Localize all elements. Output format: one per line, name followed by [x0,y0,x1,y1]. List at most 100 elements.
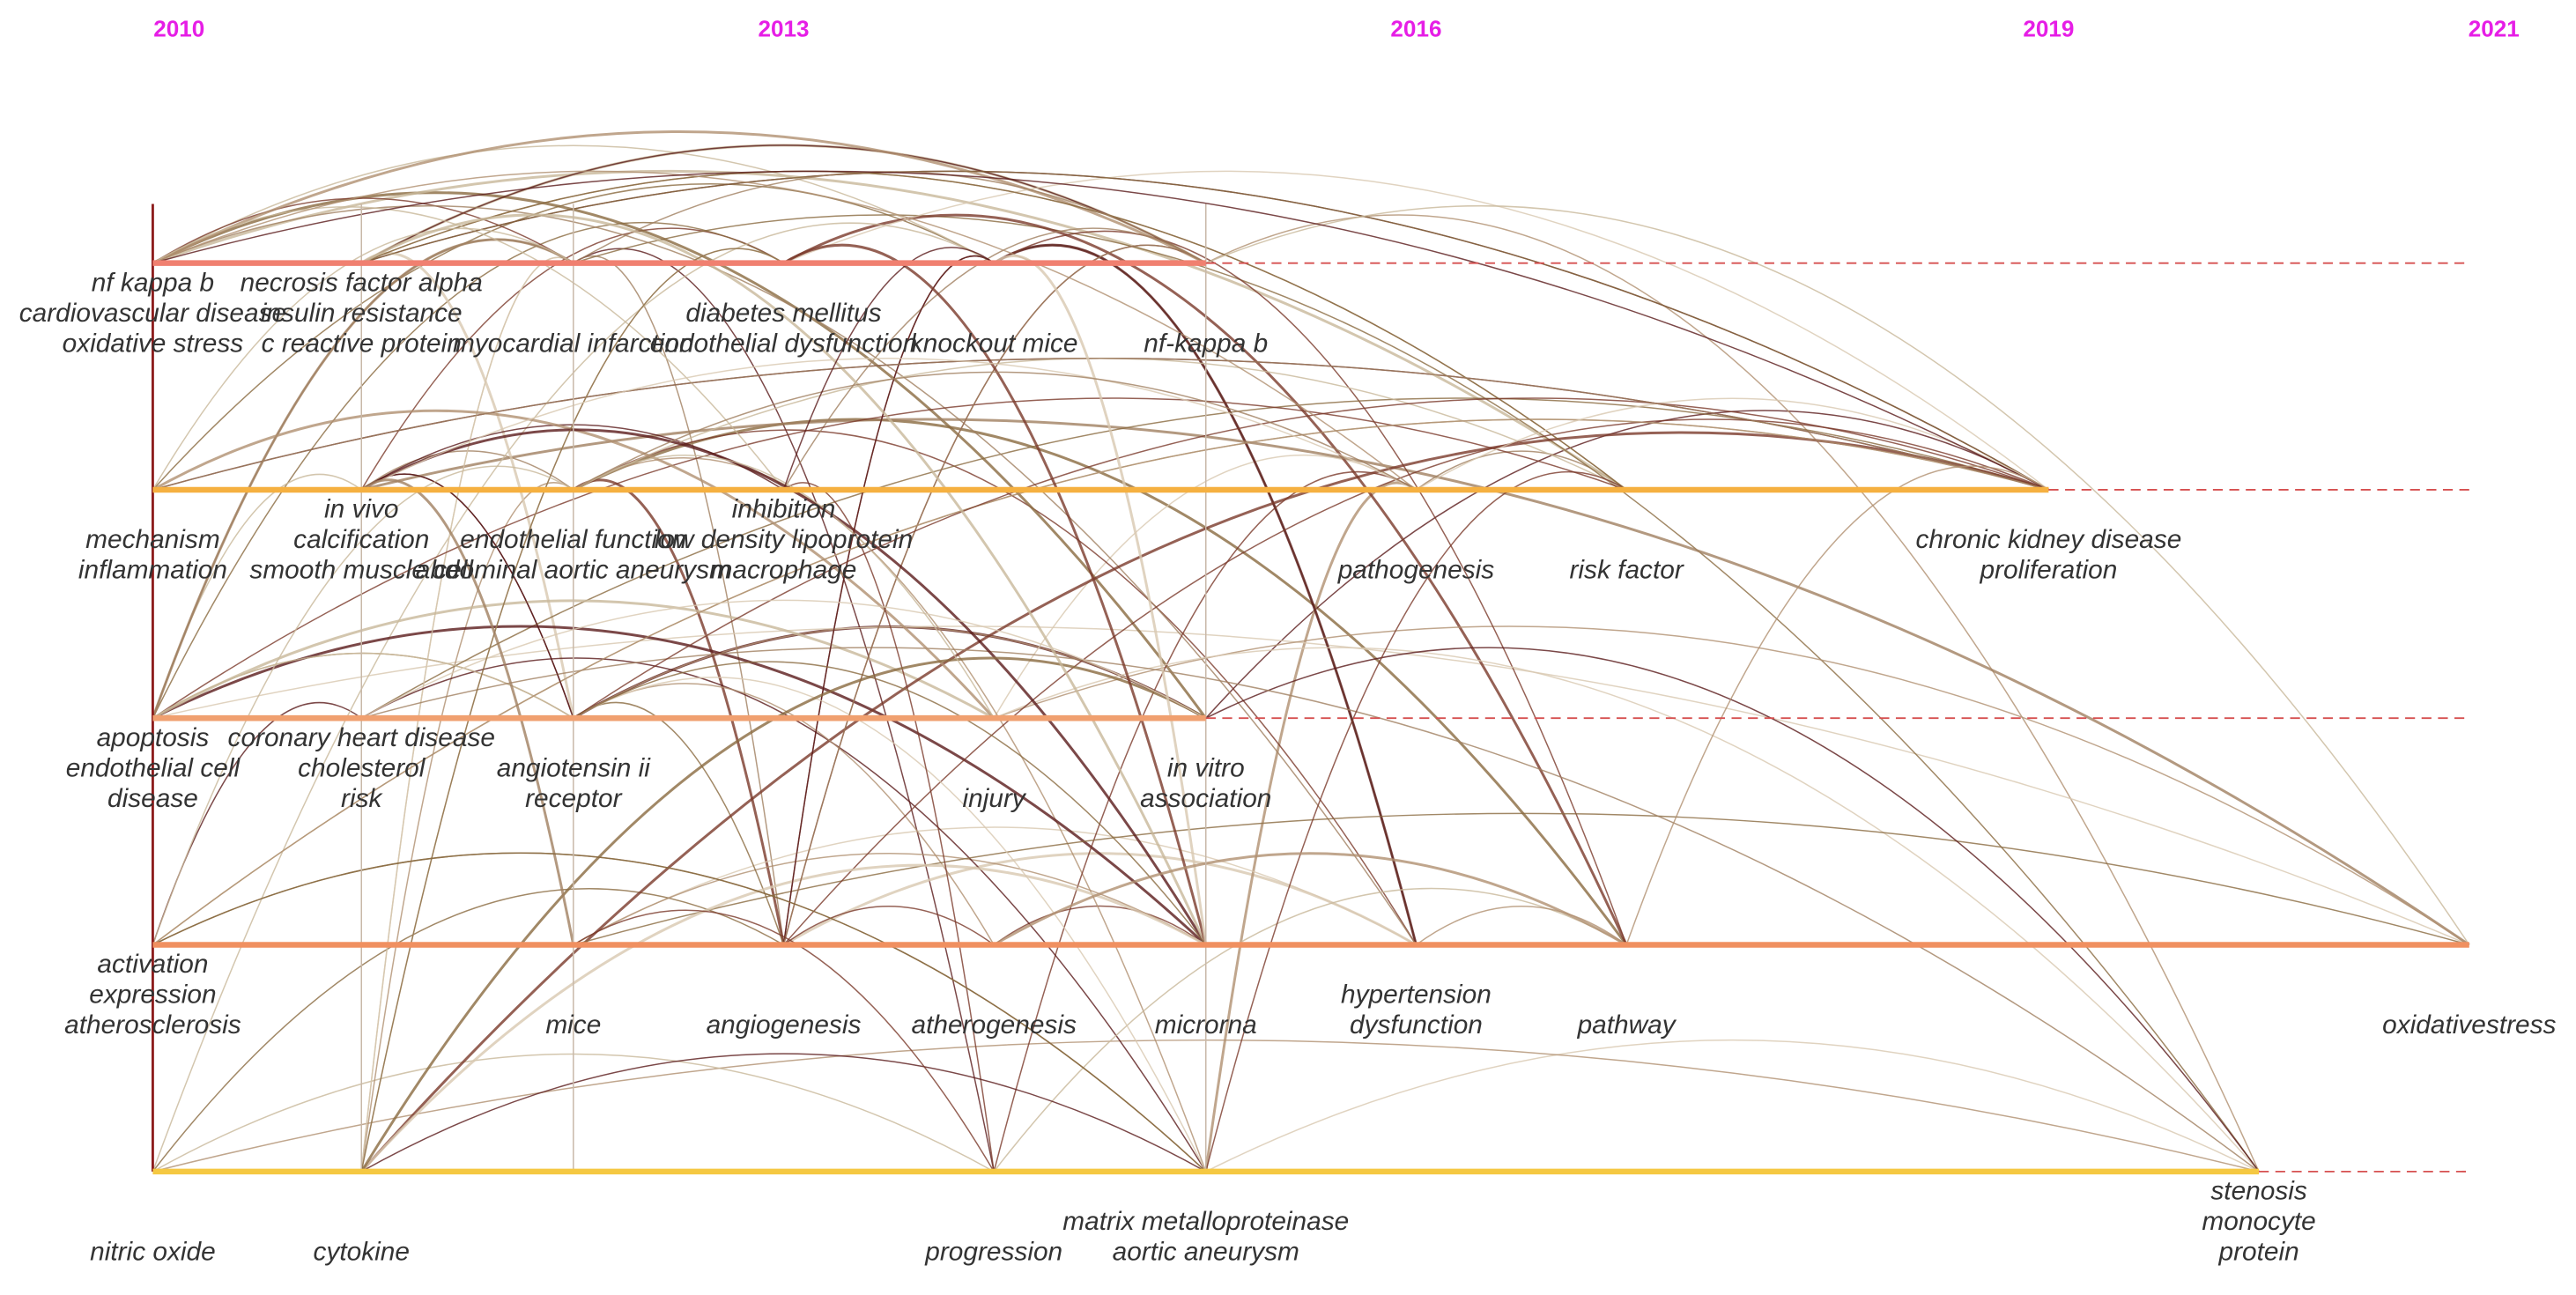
arc [361,647,2260,1173]
arc [993,905,1207,946]
arc [573,214,2260,1173]
keyword: cholesterol [298,753,426,782]
arc [360,599,1207,719]
arc [152,182,995,491]
keyword: endothelial cell [66,753,241,782]
arc [360,482,574,1172]
arc [573,683,995,945]
keyword: atherogenesis [912,1010,1077,1040]
arc [573,457,1207,1173]
arc [573,853,1207,946]
arc [573,826,1417,946]
keyword: nitric oxide [90,1238,216,1267]
keyword: aortic aneurysm [1113,1238,1299,1267]
arc [993,243,1418,945]
arc [1205,647,2260,1173]
keyword: risk factor [1570,556,1684,585]
arc [359,656,1207,1173]
keyword: in vivo [324,495,399,524]
arc [782,247,995,491]
arc [361,170,2049,491]
keyword: injury [963,784,1027,813]
arc [360,863,1207,1173]
arc [993,647,2260,1173]
arc [782,227,1207,491]
arc [152,625,2470,946]
arc [573,661,1207,945]
arc [152,625,1207,946]
keyword: stenosis [2210,1177,2307,1206]
keyword: nf kappa b [92,268,214,297]
keyword: diabetes mellitus [685,299,881,328]
arc [993,852,1627,946]
year-label: 2019 [2023,15,2074,41]
arcs [152,130,2470,1173]
arc [152,852,1207,1173]
keyword: myocardial infarction [453,329,694,358]
arc [572,478,785,945]
keyword: nf-kappa b [1144,329,1268,358]
year-label: 2016 [1390,15,1441,41]
keyword: activation [97,950,208,979]
arc [152,888,784,1173]
arc [782,418,2049,946]
keyword: abdominal aortic aneurysm [416,556,731,585]
keyword: calcification [293,525,429,554]
keyword: microrna [1155,1010,1257,1040]
keyword: inhibition [732,495,836,524]
keyword: knockout mice [910,329,1078,358]
arc [360,170,1627,491]
arc [1416,906,1627,946]
arc [360,478,575,945]
year-label: 2021 [2469,15,2520,41]
keyword: inflammation [78,556,227,585]
keyword: risk [341,784,383,813]
arc [993,887,1627,1173]
arc [993,454,1417,719]
arc [360,358,1417,491]
arc [573,701,785,945]
arc [573,255,785,945]
keyword: necrosis factor alpha [241,268,483,297]
keyword: pathogenesis [1337,556,1495,585]
arc [1205,410,2049,719]
arc [783,482,995,1172]
keyword: angiogenesis [707,1010,862,1040]
keyword: oxidativestress [2382,1010,2556,1040]
arc [152,191,1207,720]
arc [360,397,2049,719]
arc [783,906,995,946]
keyword: monocyte [2202,1207,2315,1236]
keyword: cytokine [314,1238,410,1267]
arc [152,238,574,719]
arc [360,256,574,1172]
arc [573,371,1417,491]
arc [152,418,2049,946]
keyword: progression [924,1238,1062,1267]
arc [360,1053,1207,1173]
keyword: coronary heart disease [228,723,495,752]
labels: 2010 2013 2016 2019 2021 nf kappa bcardiovasc… [19,15,2557,1266]
keyword: oxidative stress [63,329,244,358]
keyword: pathway [1577,1010,1677,1040]
arc [152,222,784,719]
arc [1205,1039,2260,1173]
arc [573,248,995,1173]
arc [152,130,1207,264]
arc [573,812,2469,946]
arc [360,248,784,1173]
arc [993,230,1627,945]
arc [152,418,2049,946]
arc [152,465,574,945]
keyword: in vitro [1167,753,1245,782]
arc [152,170,2049,491]
keyword: angiotensin ii [497,753,651,782]
clusters [152,260,2469,1175]
arc [152,169,1627,492]
keyword: atherosclerosis [64,1010,241,1040]
arc [152,205,1418,945]
arc [573,429,1418,945]
keyword: insulin resistance [261,299,463,328]
